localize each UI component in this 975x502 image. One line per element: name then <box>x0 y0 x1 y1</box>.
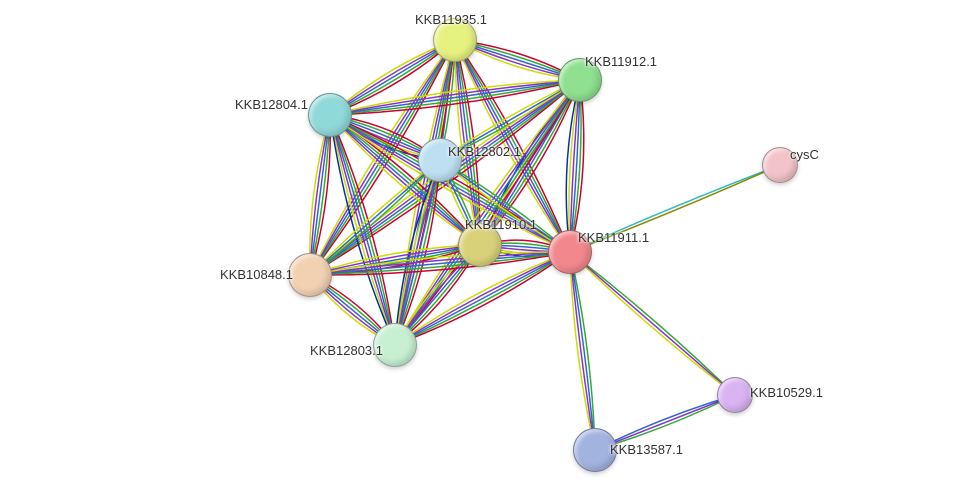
graph-edge <box>570 252 735 395</box>
graph-node[interactable]: KKB12802.1 <box>418 138 462 182</box>
graph-node[interactable]: KKB12804.1 <box>308 93 352 137</box>
graph-node[interactable]: KKB11910.1 <box>458 223 502 267</box>
graph-node[interactable]: KKB10529.1 <box>717 377 753 413</box>
node-label: cysC <box>790 147 819 162</box>
node-label: KKB11911.1 <box>578 230 649 245</box>
node-label: KKB13587.1 <box>610 442 683 457</box>
node-label: KKB10529.1 <box>750 385 823 400</box>
node-label: KKB12804.1 <box>235 97 308 112</box>
graph-node[interactable]: KKB11912.1 <box>558 58 602 102</box>
node-circle[interactable] <box>308 93 352 137</box>
node-label: KKB11910.1 <box>465 217 537 232</box>
node-label: KKB10848.1 <box>220 267 293 282</box>
graph-node[interactable]: KKB11935.1 <box>433 18 477 62</box>
graph-edge <box>570 252 595 450</box>
graph-edge <box>570 252 595 450</box>
graph-node[interactable]: KKB11911.1 <box>548 230 592 274</box>
graph-node[interactable]: KKB10848.1 <box>288 253 332 297</box>
network-graph: KKB11935.1 KKB11912.1 KKB12804.1 KKB12802.1… <box>0 0 975 502</box>
graph-node[interactable]: KKB12803.1 <box>373 323 417 367</box>
graph-node[interactable]: cysC <box>762 147 798 183</box>
node-label: KKB11912.1 <box>585 54 657 69</box>
graph-node[interactable]: KKB13587.1 <box>573 428 617 472</box>
node-circle[interactable] <box>717 377 753 413</box>
node-label: KKB12802.1 <box>448 144 521 159</box>
graph-edge <box>570 252 595 450</box>
node-label: KKB12803.1 <box>310 343 383 358</box>
node-label: KKB11935.1 <box>415 12 487 27</box>
node-circle[interactable] <box>288 253 332 297</box>
graph-edge <box>570 252 595 450</box>
